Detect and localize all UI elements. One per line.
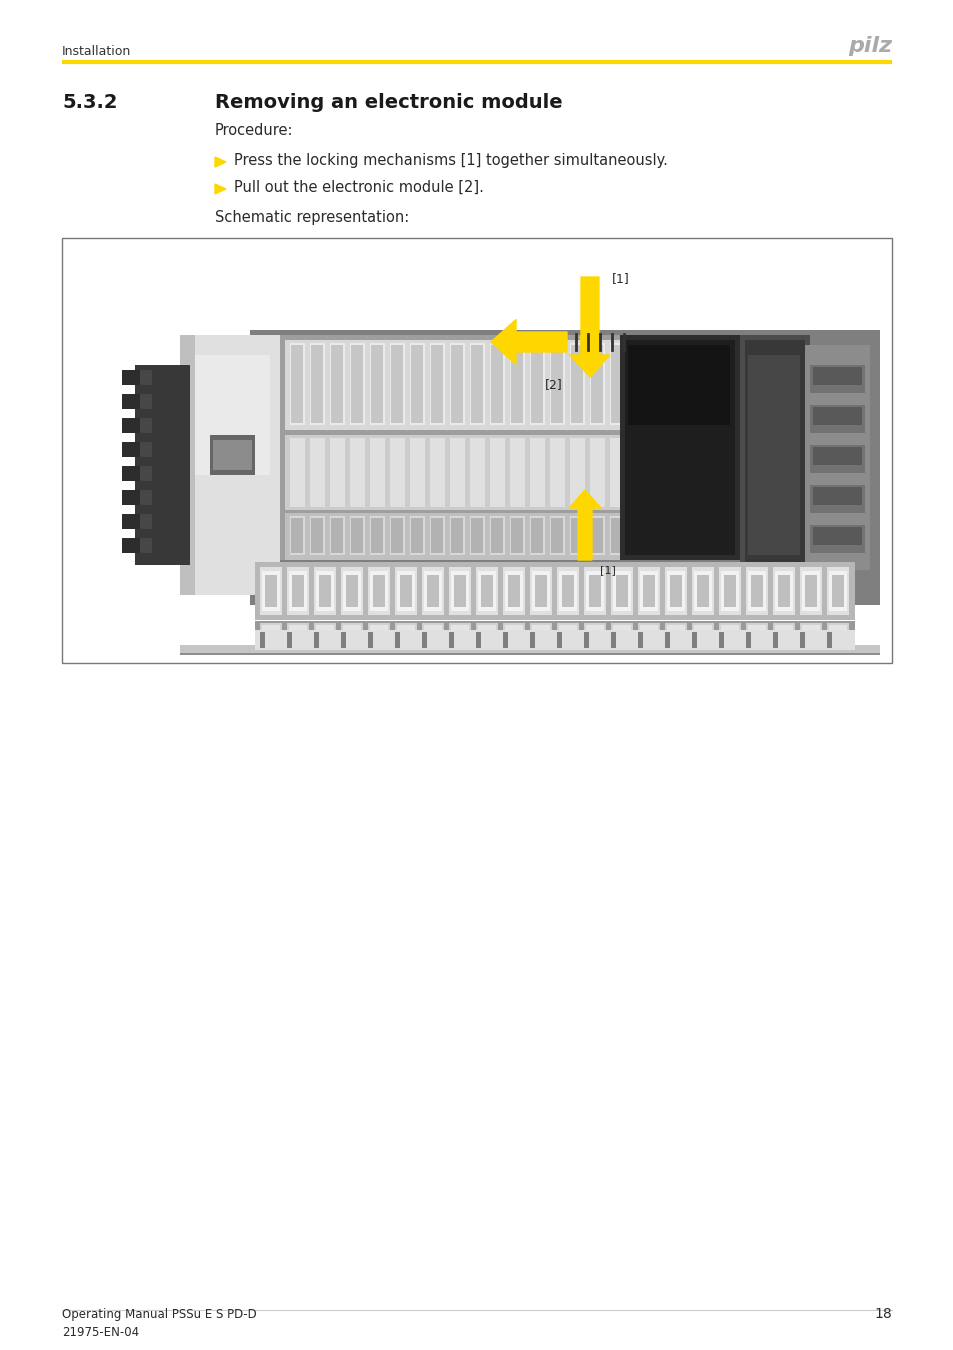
Text: Installation: Installation (62, 45, 132, 58)
Text: [1]: [1] (612, 271, 629, 285)
Polygon shape (214, 157, 226, 167)
Text: 21975-EN-04: 21975-EN-04 (62, 1326, 139, 1339)
Text: Press the locking mechanisms [1] together simultaneously.: Press the locking mechanisms [1] togethe… (233, 153, 667, 167)
Text: Procedure:: Procedure: (214, 123, 294, 138)
FancyArrow shape (569, 277, 609, 377)
Text: Removing an electronic module: Removing an electronic module (214, 93, 562, 112)
Text: Schematic representation:: Schematic representation: (214, 211, 409, 225)
Text: Pull out the electronic module [2].: Pull out the electronic module [2]. (233, 180, 483, 194)
Text: pilz: pilz (847, 36, 891, 55)
Polygon shape (214, 184, 226, 194)
FancyArrow shape (491, 320, 566, 364)
FancyArrow shape (568, 490, 600, 560)
Text: [1]: [1] (599, 566, 616, 575)
Text: [2]: [2] (544, 378, 562, 392)
Text: 18: 18 (873, 1307, 891, 1322)
Text: Operating Manual PSSu E S PD-D: Operating Manual PSSu E S PD-D (62, 1308, 256, 1322)
Text: 5.3.2: 5.3.2 (62, 93, 117, 112)
Bar (62, 238, 891, 663)
